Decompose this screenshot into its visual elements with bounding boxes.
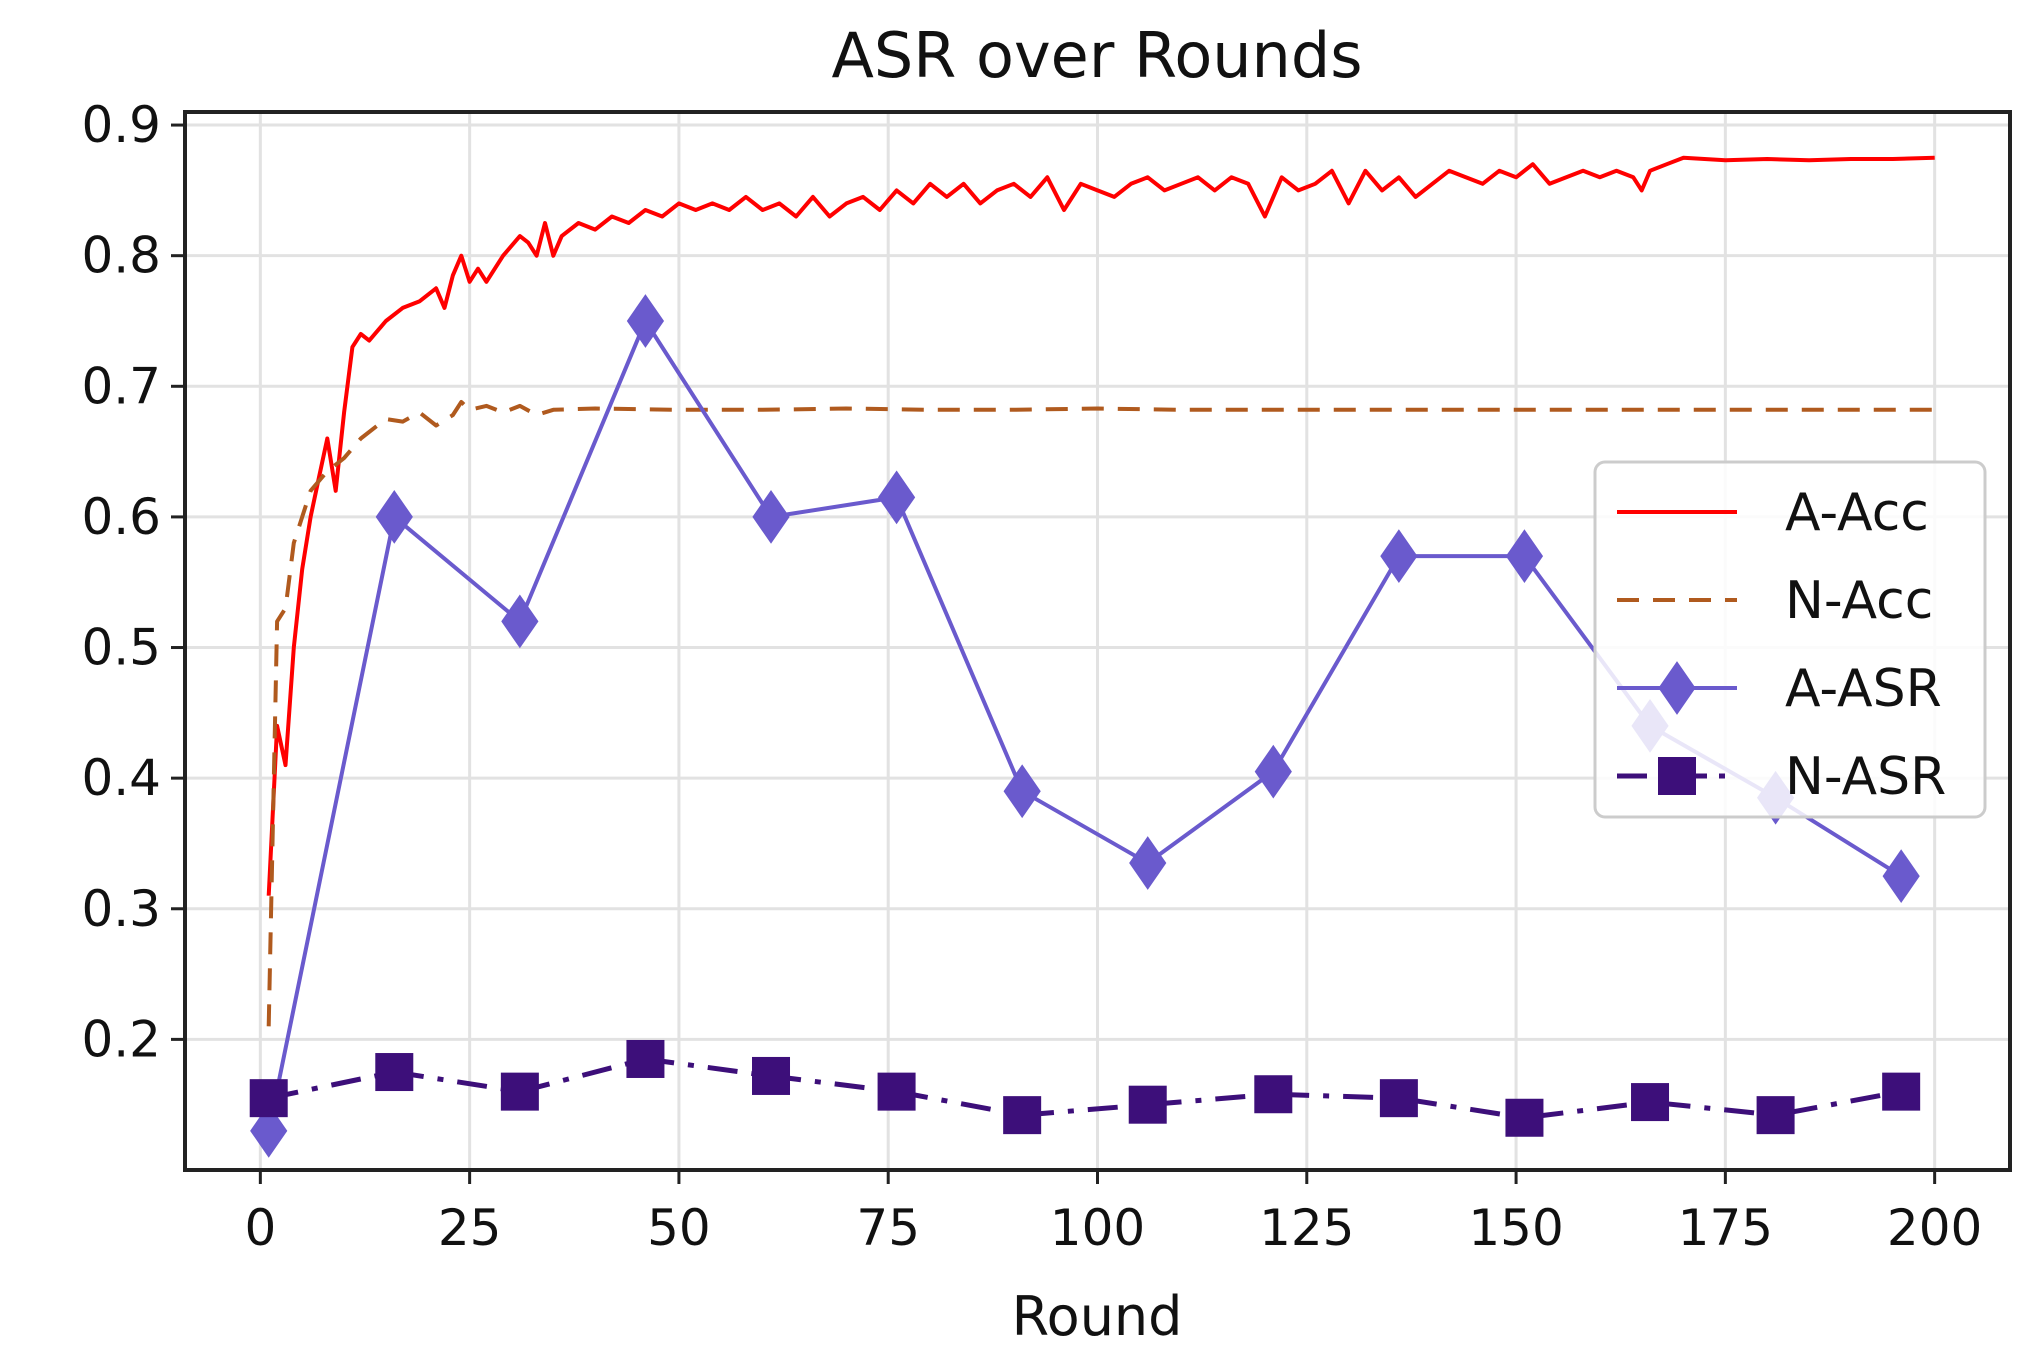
data-point	[752, 1056, 791, 1095]
grid-lines	[185, 112, 2010, 1170]
legend-label: N-Acc	[1785, 571, 1933, 631]
x-axis-label: Round	[1012, 1285, 1183, 1348]
series-n-asr	[249, 1039, 1921, 1137]
data-point	[249, 1079, 288, 1118]
data-point	[1505, 529, 1544, 583]
x-tick-label: 0	[244, 1199, 276, 1257]
data-point	[1631, 1083, 1670, 1122]
legend-item-n-acc: N-Acc	[1617, 571, 1933, 631]
legend-frame	[1593, 460, 1987, 819]
data-point	[1128, 1085, 1167, 1124]
data-point	[1882, 1072, 1921, 1111]
series-a-asr	[250, 294, 1920, 1158]
x-tick-label: 100	[1050, 1199, 1145, 1257]
data-point	[1003, 1096, 1042, 1135]
data-point	[501, 594, 539, 649]
series-line-n-acc	[266, 400, 1935, 1027]
y-tick-label: 0.3	[81, 880, 161, 938]
y-axis: 0.2 0.3 0.4 0.5 0.6 0.7 0.8 0.9	[81, 96, 185, 1068]
y-tick-label: 0.9	[81, 96, 161, 154]
x-tick-label: 150	[1468, 1199, 1563, 1257]
data-point	[752, 490, 790, 544]
x-tick-label: 125	[1259, 1199, 1354, 1257]
series-line-a-acc	[266, 155, 1935, 896]
chart-title: ASR over Rounds	[832, 19, 1363, 92]
data-point	[1003, 764, 1041, 819]
data-point	[1254, 744, 1292, 799]
x-tick-label: 175	[1678, 1199, 1773, 1257]
data-point	[250, 1103, 288, 1158]
legend-item-a-asr: A-ASR	[1617, 659, 1942, 719]
y-tick-label: 0.6	[81, 488, 161, 546]
x-axis: 0 25 50 75 100 125 150 175 200	[244, 1170, 1982, 1257]
series-a-acc	[266, 155, 1935, 896]
data-point	[375, 490, 413, 544]
data-point	[1882, 849, 1920, 903]
legend-label: N-ASR	[1785, 747, 1946, 807]
data-point	[1379, 1079, 1418, 1118]
series-n-acc	[266, 400, 1935, 1027]
data-point	[1756, 1096, 1795, 1135]
legend-label: A-ASR	[1785, 659, 1942, 719]
series-layer	[249, 155, 1935, 1158]
data-point	[1505, 1098, 1544, 1137]
data-point	[626, 1039, 665, 1078]
y-tick-label: 0.4	[81, 749, 161, 807]
data-point	[877, 1072, 916, 1111]
data-point	[877, 470, 916, 525]
data-point	[626, 294, 665, 348]
legend-item-n-asr: N-ASR	[1617, 747, 1946, 807]
legend-label: A-Acc	[1785, 483, 1929, 543]
legend-marker	[1658, 757, 1696, 795]
x-tick-label: 200	[1887, 1199, 1982, 1257]
y-tick-label: 0.8	[81, 227, 161, 285]
y-tick-label: 0.5	[81, 619, 161, 677]
x-tick-label: 75	[856, 1199, 920, 1257]
y-tick-label: 0.7	[81, 357, 161, 415]
x-tick-label: 50	[647, 1199, 711, 1257]
data-point	[1254, 1075, 1293, 1114]
data-point	[1380, 529, 1418, 583]
x-tick-label: 25	[438, 1199, 502, 1257]
series-line-n-asr	[268, 1056, 1902, 1121]
data-point	[500, 1072, 539, 1111]
legend-item-a-acc: A-Acc	[1617, 483, 1929, 543]
legend: A-Acc N-Acc A-ASR N-ASR	[1593, 460, 1987, 819]
data-point	[375, 1053, 414, 1092]
data-point	[1129, 836, 1167, 890]
y-tick-label: 0.2	[81, 1010, 161, 1068]
legend-marker	[1658, 661, 1696, 715]
